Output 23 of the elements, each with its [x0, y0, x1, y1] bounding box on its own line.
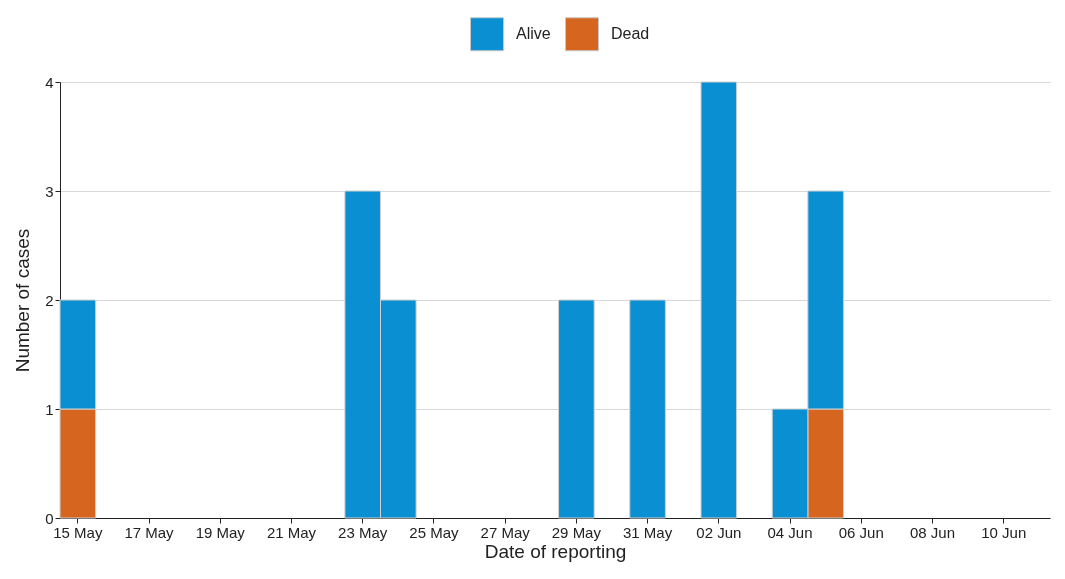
y-tick-label: 3	[45, 182, 54, 200]
y-axis-title: Number of cases	[12, 228, 34, 373]
x-tick-label: 06 Jun	[838, 523, 884, 541]
x-tick-label: 15 May	[53, 523, 103, 541]
x-axis-title: Date of reporting	[484, 540, 627, 562]
x-tick-label: 08 Jun	[909, 523, 956, 541]
x-tick-label: 27 May	[480, 523, 531, 541]
y-tick-label: 2	[45, 291, 54, 309]
x-tick-label: 21 May	[266, 523, 317, 541]
x-tick-label: 31 May	[622, 523, 673, 541]
x-tick-label: 10 Jun	[981, 523, 1027, 541]
x-tick-label: 17 May	[124, 523, 175, 541]
legend-label: Dead	[611, 25, 650, 43]
x-tick-label: 02 Jun	[696, 523, 742, 541]
x-tick-label: 19 May	[195, 523, 246, 541]
x-tick-label: 23 May	[338, 523, 388, 541]
x-tick-label: 04 Jun	[767, 523, 813, 541]
y-tick-label: 4	[45, 73, 54, 91]
x-tick-label: 29 May	[551, 523, 602, 541]
y-tick-label: 0	[45, 509, 54, 527]
x-tick-label: 25 May	[409, 523, 460, 541]
y-tick-label: 1	[45, 400, 54, 418]
legend-label: Alive	[516, 25, 551, 43]
